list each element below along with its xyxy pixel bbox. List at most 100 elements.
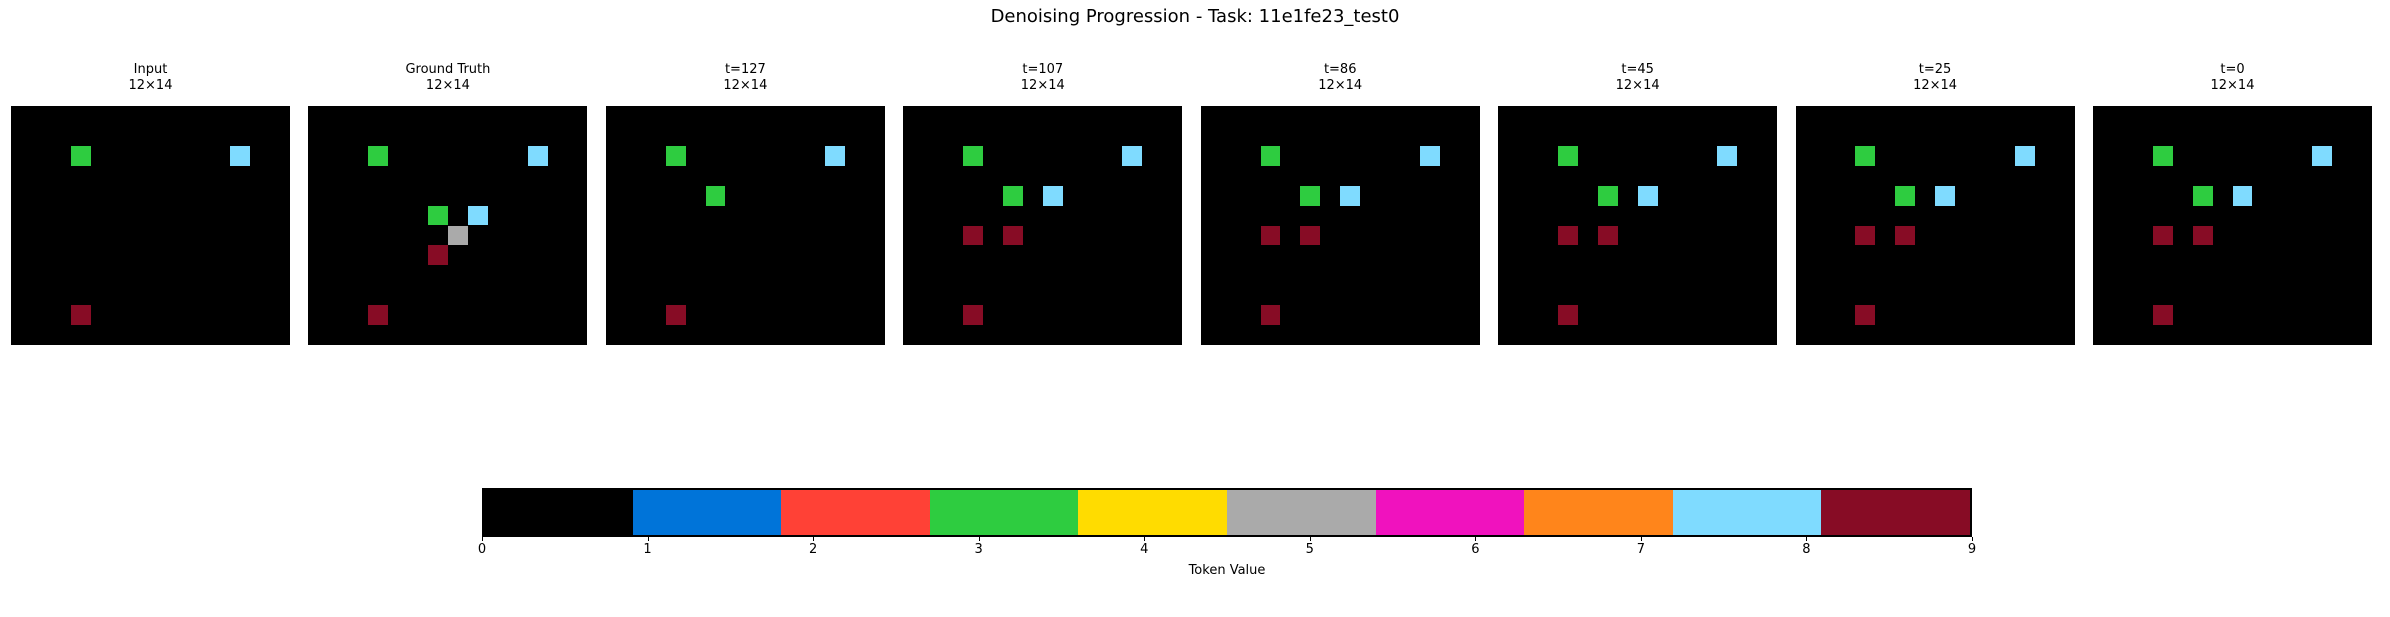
grid-cell [705, 185, 726, 206]
panel-t-45: t=45 12×14 [1498, 62, 1778, 345]
panel-ground-truth: Ground Truth 12×14 [308, 62, 588, 345]
grid-cell [1935, 185, 1955, 206]
colorbar-segment-sky-blue [1672, 490, 1822, 535]
grid-cell [963, 305, 983, 326]
colorbar-segment-black [484, 490, 633, 535]
grid-cell [1637, 185, 1658, 206]
grid-cell [2152, 225, 2173, 246]
grid-cell [1340, 185, 1361, 206]
grid-cell [963, 145, 983, 166]
grid-cell [427, 205, 448, 226]
grid-cell [2014, 145, 2035, 166]
grid-cell [368, 305, 389, 326]
panel-header-t-45: t=45 12×14 [1498, 62, 1777, 95]
colorbar-tick-label: 5 [1305, 542, 1314, 557]
panel-header-t-25: t=25 12×14 [1796, 62, 2075, 95]
colorbar-tick-label: 3 [974, 542, 983, 557]
panel-grid-size: 12×14 [2210, 78, 2255, 93]
grid-cell [1855, 305, 1876, 326]
panel-t-107: t=107 12×14 [903, 62, 1183, 345]
colorbar-segment-red [781, 490, 930, 535]
panel-grid-t-86 [1200, 106, 1480, 345]
panel-title: Input [133, 62, 168, 77]
grid-cell [1122, 145, 1143, 166]
grid-cell [1557, 145, 1578, 166]
grid-cell [963, 225, 983, 246]
grid-cell [230, 145, 251, 166]
colorbar-tick-label: 9 [1967, 542, 1977, 557]
grid-cell [467, 205, 488, 226]
grid-cell [1895, 185, 1916, 206]
grid-cell [1260, 145, 1281, 166]
panel-t-127: t=127 12×14 [605, 62, 885, 345]
grid-cell [2152, 305, 2173, 326]
grid-cell [1855, 225, 1876, 246]
grid-cell [1855, 145, 1876, 166]
colorbar-tick-label: 6 [1471, 542, 1480, 557]
grid-cell [1042, 185, 1063, 206]
panel-title: t=0 [2220, 62, 2245, 77]
colorbar-tick-mark [1475, 537, 1477, 541]
colorbar-tick-mark [482, 537, 483, 541]
colorbar-tick-label: 7 [1636, 542, 1646, 557]
colorbar-tick-mark [1806, 537, 1808, 541]
grid-cell [1300, 185, 1321, 206]
panel-t-0: t=0 12×14 [2093, 62, 2372, 345]
grid-cell [1557, 225, 1578, 246]
grid-cell [1597, 185, 1618, 206]
grid-cell [1260, 305, 1281, 326]
grid-cell [1300, 225, 1321, 246]
grid-cell [2192, 185, 2213, 206]
panel-title: t=25 [1918, 62, 1952, 77]
colorbar-tick-label: 1 [643, 542, 652, 557]
grid-cell [70, 305, 91, 326]
panel-grid-size: 12×14 [1318, 78, 1363, 93]
grid-cell [2192, 225, 2213, 246]
grid-cell [2312, 145, 2333, 166]
colorbar-tick-mark [1640, 537, 1642, 541]
grid-cell [665, 305, 686, 326]
panel-header-ground-truth: Ground Truth 12×14 [308, 62, 587, 95]
grid-cell [1002, 225, 1023, 246]
colorbar-segment-magenta [1375, 490, 1525, 535]
panel-input: Input 12×14 [11, 62, 290, 345]
panel-header-t-107: t=107 12×14 [903, 62, 1182, 95]
grid-cell [1717, 145, 1738, 166]
panel-header-t-86: t=86 12×14 [1201, 62, 1480, 95]
panel-grid-size: 12×14 [128, 78, 173, 93]
panel-title: t=86 [1323, 62, 1357, 77]
colorbar-segment-gray [1226, 490, 1376, 535]
panel-grid-t-0 [2093, 106, 2372, 345]
colorbar-tick-mark [813, 537, 815, 541]
grid-cell [665, 145, 686, 166]
colorbar-tick-mark [647, 537, 649, 541]
panel-title: t=127 [724, 62, 766, 77]
colorbar-segment-orange [1524, 490, 1673, 535]
colorbar-tick-label: 8 [1802, 542, 1811, 557]
panel-grid-size: 12×14 [1913, 78, 1958, 93]
grid-cell [825, 145, 845, 166]
panel-t-25: t=25 12×14 [1795, 62, 2075, 345]
colorbar-tick-mark [1144, 537, 1146, 541]
grid-cell [447, 225, 468, 246]
grid-cell [1419, 145, 1440, 166]
colorbar-tick-label: 0 [477, 542, 487, 557]
panel-header-t-127: t=127 12×14 [606, 62, 885, 95]
figure-title: Denoising Progression - Task: 11e1fe23_t… [990, 6, 1400, 27]
colorbar-segment-maroon [1821, 490, 1970, 535]
panel-grid-t-107 [903, 106, 1183, 345]
colorbar-axis-label: Token Value [1188, 563, 1266, 578]
colorbar-tick-mark [1972, 537, 1973, 541]
panel-grid-input [11, 106, 290, 345]
grid-cell [1895, 225, 1916, 246]
grid-cell [2232, 185, 2253, 206]
panel-grid-size: 12×14 [1615, 78, 1660, 93]
colorbar-segment-yellow [1078, 490, 1227, 535]
panel-title: Ground Truth [405, 62, 491, 77]
colorbar-tick-mark [1309, 537, 1311, 541]
colorbar-tick-mark [978, 537, 980, 541]
panel-grid-t-45 [1498, 106, 1778, 345]
colorbar-gradient [482, 488, 1972, 537]
panel-title: t=45 [1621, 62, 1654, 77]
